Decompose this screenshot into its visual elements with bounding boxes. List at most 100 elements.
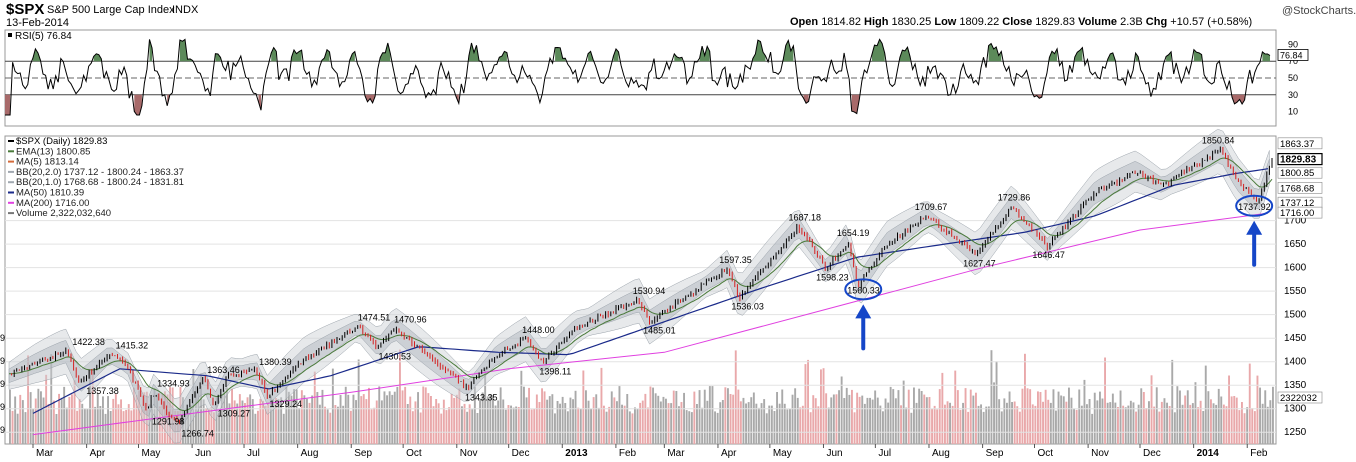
- price-tick-label: 1500: [1284, 310, 1307, 321]
- volume-bar: [58, 393, 60, 444]
- volume-bar: [1052, 389, 1055, 444]
- volume-bar: [678, 406, 680, 444]
- volume-bar: [993, 382, 995, 444]
- volume-bar: [158, 406, 161, 444]
- volume-bar: [577, 407, 580, 444]
- volume-bar: [1176, 386, 1179, 444]
- volume-bar: [133, 387, 135, 444]
- volume-bar: [902, 380, 905, 444]
- legend-item-label: MA(5) 1813.14: [16, 157, 79, 168]
- volume-bar: [1075, 409, 1078, 444]
- volume-bar: [667, 403, 670, 444]
- volume-bar: [517, 407, 520, 444]
- volume-bar: [55, 414, 58, 444]
- volume-bar: [344, 386, 347, 444]
- legend-item-label: MA(200) 1716.00: [16, 198, 89, 209]
- volume-bar: [409, 396, 412, 444]
- index-name: S&P 500 Large Cap Index: [47, 4, 175, 16]
- volume-bar: [504, 409, 507, 444]
- volume-bar: [321, 389, 324, 444]
- volume-bar: [869, 397, 871, 444]
- volume-bar: [189, 405, 192, 444]
- volume-bar: [373, 407, 376, 444]
- volume-bar: [721, 400, 724, 444]
- volume-bar: [913, 387, 915, 444]
- volume-bar: [264, 405, 267, 444]
- volume-bar: [342, 405, 345, 444]
- volume-bar: [1018, 411, 1021, 444]
- price-value-label: 1863.37: [1280, 139, 1314, 150]
- volume-bar: [528, 387, 530, 444]
- volume-bar: [285, 386, 288, 444]
- volume-bar: [1016, 406, 1019, 444]
- volume-bar: [326, 409, 329, 444]
- volume-bar: [1181, 404, 1184, 444]
- volume-bar: [814, 398, 817, 444]
- volume-bar: [1011, 402, 1013, 444]
- volume-bar: [714, 411, 716, 444]
- volume-bar: [1266, 406, 1269, 444]
- volume-bar: [755, 403, 758, 444]
- volume-bar: [579, 408, 582, 444]
- volume-bar: [626, 394, 629, 444]
- volume-bar: [293, 389, 295, 444]
- volume-bar: [711, 386, 714, 444]
- price-value-box: [1277, 206, 1323, 219]
- volume-bar: [685, 410, 688, 444]
- volume-bar: [1029, 389, 1032, 444]
- volume-bar: [871, 399, 874, 444]
- volume-bar: [473, 386, 476, 444]
- volume-bar: [861, 395, 864, 444]
- volume-bar: [306, 398, 308, 444]
- volume-bar: [1160, 401, 1163, 444]
- volume-bar: [1238, 410, 1241, 444]
- volume-bar: [1194, 382, 1197, 444]
- volume-bar: [1119, 390, 1122, 444]
- volume-bar: [887, 402, 890, 444]
- volume-bar: [378, 386, 381, 444]
- volume-bar: [1173, 412, 1176, 444]
- volume-bar: [275, 398, 277, 444]
- volume-bar: [1062, 396, 1065, 444]
- volume-bar: [21, 400, 24, 444]
- volume-bar: [641, 400, 644, 444]
- volume-bar: [866, 397, 869, 444]
- price-annotation-label: 1415.32: [116, 341, 149, 351]
- volume-bar: [724, 387, 727, 444]
- volume-bar: [135, 395, 138, 444]
- volume-bar: [437, 403, 440, 444]
- volume-bar: [393, 391, 396, 444]
- volume-bar: [109, 411, 112, 444]
- volume-bar: [918, 388, 921, 444]
- volume-bar: [349, 410, 352, 444]
- volume-label: Volume: [1078, 16, 1118, 28]
- x-tick-label: Mar: [36, 448, 54, 459]
- volume-bar: [324, 406, 326, 444]
- volume-bar: [453, 397, 456, 444]
- x-tick-label: Feb: [619, 448, 637, 459]
- volume-bar: [946, 401, 949, 444]
- volume-bar: [760, 403, 763, 444]
- volume-bar: [1212, 403, 1215, 444]
- volume-bar: [915, 402, 918, 444]
- volume-bar: [776, 392, 778, 444]
- volume-bar: [1096, 400, 1099, 444]
- x-tick-label: Oct: [1037, 448, 1053, 459]
- volume-bar: [24, 412, 27, 444]
- volume-bar: [468, 404, 471, 444]
- x-tick-label: Apr: [721, 448, 737, 459]
- volume-bar: [773, 411, 776, 444]
- volume-bar: [634, 407, 636, 444]
- volume-bar: [1031, 404, 1034, 444]
- chg-label: Chg: [1145, 16, 1168, 28]
- annotation-arrow-head: [855, 304, 872, 319]
- volume-bar: [174, 410, 177, 444]
- rsi-tick-label: 50: [1288, 73, 1298, 83]
- volume-bar: [399, 349, 401, 444]
- volume-bar: [566, 411, 569, 444]
- volume-bar: [1246, 407, 1249, 444]
- volume-bar: [262, 400, 264, 444]
- close-label: Close: [1002, 16, 1033, 28]
- x-tick-label: Sep: [354, 448, 372, 459]
